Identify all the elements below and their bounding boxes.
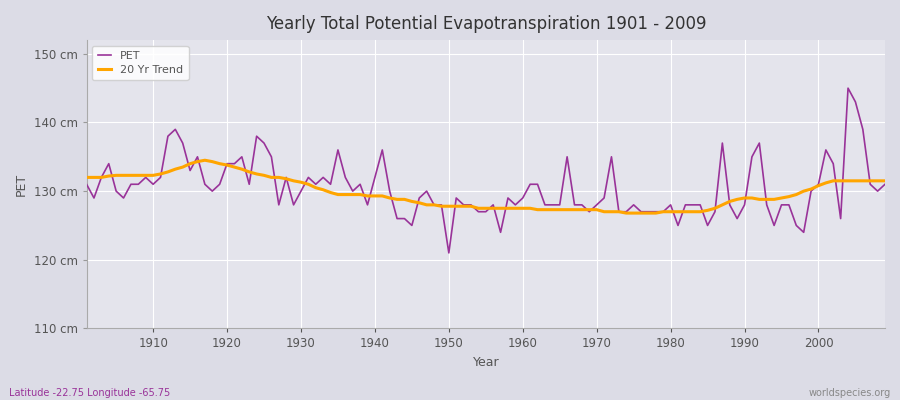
20 Yr Trend <box>518 206 528 211</box>
20 Yr Trend <box>310 185 321 190</box>
20 Yr Trend <box>621 211 632 216</box>
PET <box>879 182 890 187</box>
PET <box>81 182 92 187</box>
20 Yr Trend <box>81 175 92 180</box>
Text: worldspecies.org: worldspecies.org <box>809 388 891 398</box>
20 Yr Trend <box>525 206 535 211</box>
20 Yr Trend <box>614 209 625 214</box>
PET <box>614 209 625 214</box>
Y-axis label: PET: PET <box>15 173 28 196</box>
PET <box>140 175 151 180</box>
PET <box>518 196 528 200</box>
PET <box>303 175 314 180</box>
Legend: PET, 20 Yr Trend: PET, 20 Yr Trend <box>92 46 189 80</box>
20 Yr Trend <box>355 192 365 197</box>
Line: 20 Yr Trend: 20 Yr Trend <box>86 160 885 213</box>
X-axis label: Year: Year <box>472 356 500 369</box>
PET <box>347 189 358 194</box>
PET <box>444 250 454 255</box>
PET <box>842 86 853 90</box>
PET <box>525 182 535 187</box>
20 Yr Trend <box>200 158 211 163</box>
Title: Yearly Total Potential Evapotranspiration 1901 - 2009: Yearly Total Potential Evapotranspiratio… <box>266 15 706 33</box>
Text: Latitude -22.75 Longitude -65.75: Latitude -22.75 Longitude -65.75 <box>9 388 170 398</box>
20 Yr Trend <box>879 178 890 183</box>
Line: PET: PET <box>86 88 885 253</box>
20 Yr Trend <box>140 173 151 178</box>
